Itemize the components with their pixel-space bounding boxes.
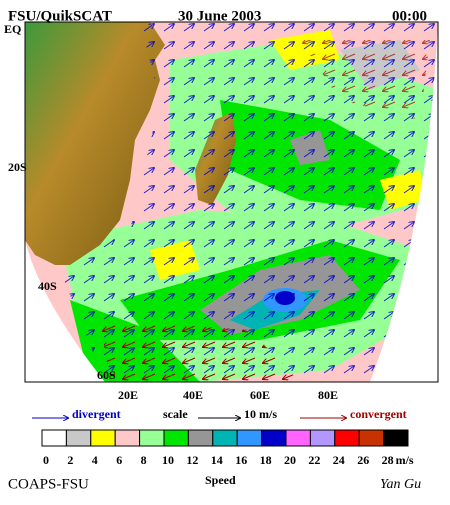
lon-label: 80E xyxy=(318,388,338,402)
colorbar-box xyxy=(236,429,263,447)
colorbar-label: Speed xyxy=(205,473,236,487)
legend-convergent: convergent xyxy=(350,407,407,421)
colorbar-box xyxy=(261,429,287,447)
colorbar-tick: 26 xyxy=(357,453,369,467)
colorbar-box xyxy=(309,429,336,447)
footer-author: Yan Gu xyxy=(380,477,421,492)
colorbar-tick: 16 xyxy=(235,453,247,467)
map xyxy=(24,21,439,383)
lat-label: 60S xyxy=(97,368,116,382)
lon-label: 20E xyxy=(118,388,138,402)
colorbar-unit: m/s xyxy=(396,453,414,467)
colorbar-tick: 12 xyxy=(186,453,198,467)
date: 30 June 2003 xyxy=(178,8,261,24)
colorbar-box xyxy=(358,429,385,447)
legend-scale: scale xyxy=(163,407,188,421)
colorbar-box xyxy=(139,429,165,447)
colorbar-tick: 14 xyxy=(211,453,223,467)
colorbar-tick: 18 xyxy=(260,453,272,467)
colorbar-box xyxy=(90,429,116,447)
colorbar-tick: 20 xyxy=(284,453,296,467)
legend-divergent: divergent xyxy=(72,407,121,421)
source: FSU/QuikSCAT xyxy=(8,8,112,24)
colorbar-tick: 8 xyxy=(141,453,147,467)
colorbar-tick: 22 xyxy=(308,453,320,467)
colorbar-tick: 2 xyxy=(67,453,73,467)
colorbar: 0 2 4 6 8 10 12 14 16 18 20 22 24 26 28 m/s xyxy=(41,429,414,467)
colorbar-box xyxy=(163,429,189,447)
footer-org: COAPS-FSU xyxy=(8,476,89,492)
colorbar-box xyxy=(285,429,311,447)
colorbar-box xyxy=(187,429,214,447)
colorbar-box xyxy=(65,429,92,447)
colorbar-tick: 0 xyxy=(43,453,49,467)
lon-label: 40E xyxy=(183,388,203,402)
colorbar-tick: 24 xyxy=(333,453,345,467)
colorbar-tick: 4 xyxy=(92,453,98,467)
lat-label: EQ xyxy=(4,22,21,36)
colorbar-box xyxy=(114,429,141,447)
colorbar-tick: 10 xyxy=(162,453,174,467)
colorbar-box xyxy=(383,429,409,447)
colorbar-box xyxy=(334,429,360,447)
colorbar-box xyxy=(41,429,67,447)
lat-label: 20S xyxy=(8,160,27,174)
time: 00:00 xyxy=(392,8,427,24)
colorbar-tick: 28 xyxy=(382,453,394,467)
lat-label: 40S xyxy=(38,279,57,293)
legend-scale-value: 10 m/s xyxy=(244,407,277,421)
colorbar-tick: 6 xyxy=(116,453,122,467)
colorbar-box xyxy=(212,429,238,447)
lon-label: 60E xyxy=(250,388,270,402)
